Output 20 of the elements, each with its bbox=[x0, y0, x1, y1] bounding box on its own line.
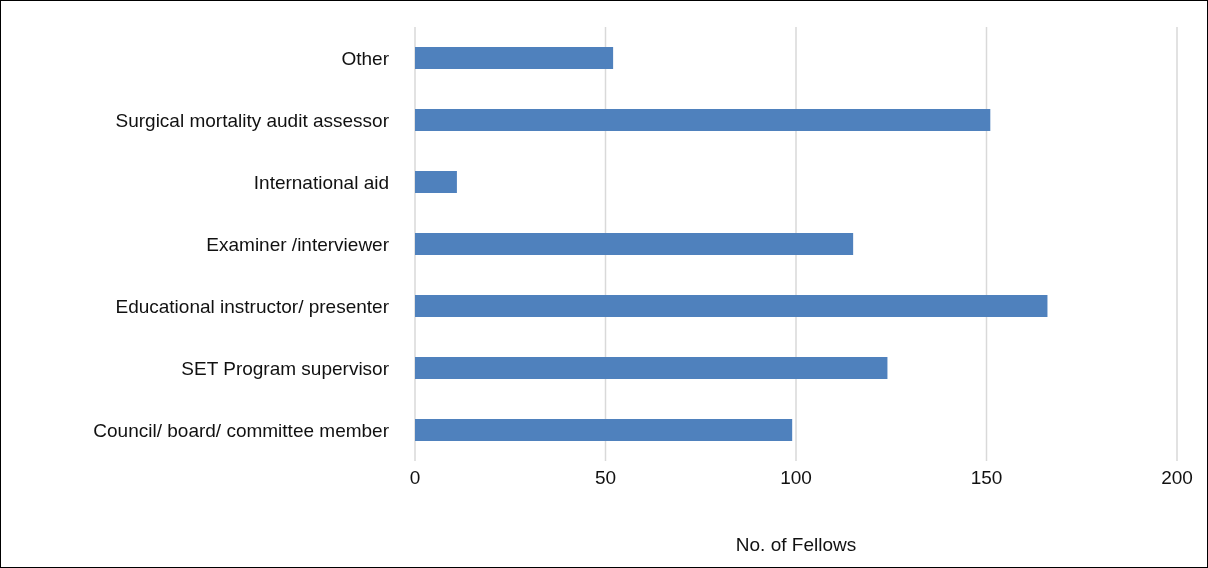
y-tick-label: Council/ board/ committee member bbox=[93, 419, 390, 441]
x-tick-label: 50 bbox=[594, 467, 617, 489]
y-tick-label: Surgical mortality audit assessor bbox=[115, 109, 390, 131]
bar bbox=[415, 171, 457, 193]
y-tick-label: Examiner /interviewer bbox=[206, 233, 390, 255]
bar bbox=[415, 47, 614, 69]
y-tick-label: Educational instructor/ presenter bbox=[115, 295, 390, 317]
x-tick-label: 150 bbox=[970, 467, 1003, 489]
bar bbox=[415, 233, 854, 255]
y-tick-label: SET Program supervisor bbox=[181, 357, 390, 379]
x-axis-title: No. of Fellows bbox=[735, 534, 857, 555]
x-tick-label: 0 bbox=[409, 467, 421, 489]
x-tick-label: 100 bbox=[780, 467, 812, 489]
y-tick-label: International aid bbox=[253, 171, 389, 193]
bar bbox=[415, 295, 1048, 317]
bar bbox=[415, 419, 793, 441]
x-tick-label: 200 bbox=[1161, 467, 1193, 489]
bar bbox=[415, 357, 888, 379]
bar bbox=[415, 109, 991, 131]
y-tick-label: Other bbox=[341, 47, 390, 69]
